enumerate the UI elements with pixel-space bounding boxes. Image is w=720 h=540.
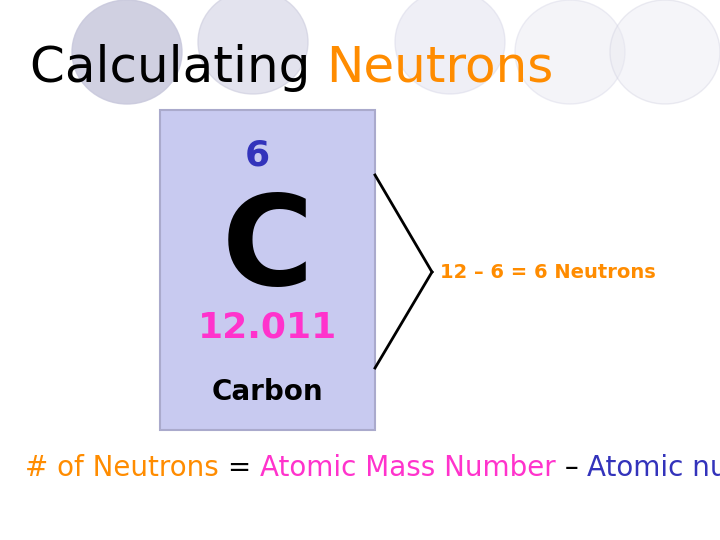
Text: –: – xyxy=(556,454,588,482)
Ellipse shape xyxy=(610,0,720,104)
Text: =: = xyxy=(219,454,260,482)
Text: C: C xyxy=(222,190,313,311)
Ellipse shape xyxy=(395,0,505,94)
Text: Carbon: Carbon xyxy=(212,377,323,406)
Ellipse shape xyxy=(198,0,308,94)
Ellipse shape xyxy=(72,0,182,104)
Text: 12 – 6 = 6 Neutrons: 12 – 6 = 6 Neutrons xyxy=(440,262,656,281)
Text: Atomic Mass Number: Atomic Mass Number xyxy=(260,454,556,482)
Text: # of Neutrons: # of Neutrons xyxy=(25,454,219,482)
Bar xyxy=(160,110,375,430)
Text: Neutrons: Neutrons xyxy=(326,44,554,92)
Text: Atomic number: Atomic number xyxy=(588,454,720,482)
Text: 6: 6 xyxy=(245,138,270,172)
Text: Calculating: Calculating xyxy=(30,44,326,92)
Text: 12.011: 12.011 xyxy=(198,310,337,345)
Ellipse shape xyxy=(515,0,625,104)
